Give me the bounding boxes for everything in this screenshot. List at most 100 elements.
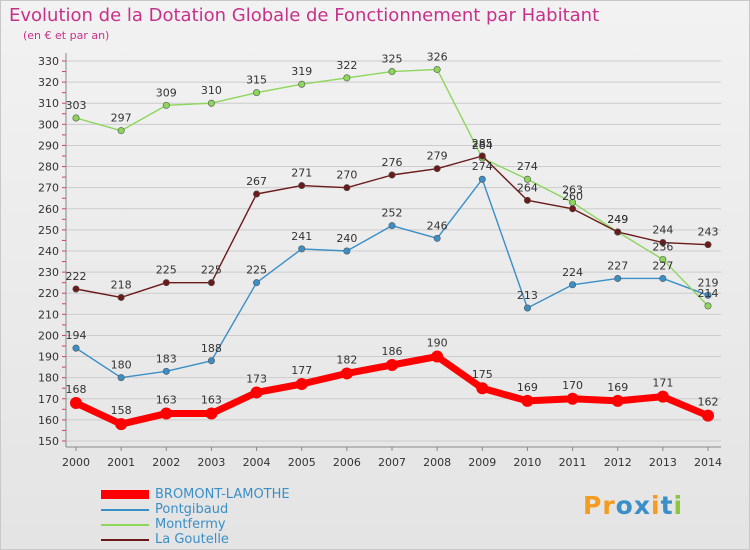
logo-letter: o — [615, 491, 634, 520]
point-montfermy-2005 — [298, 80, 306, 88]
y-tick-label: 280 — [38, 161, 59, 174]
y-tick-label: 330 — [38, 55, 59, 68]
point-la-goutelle-2014 — [704, 241, 712, 249]
point-pontgibaud-2002 — [162, 367, 170, 375]
legend-label-la-goutelle: La Goutelle — [155, 532, 229, 547]
point-la-goutelle-2012 — [614, 228, 622, 236]
data-label-montfermy-2007: 325 — [382, 53, 403, 66]
data-label-montfermy-2008: 326 — [427, 50, 448, 63]
legend-item-la-goutelle: La Goutelle — [101, 532, 290, 547]
point-pontgibaud-2013 — [659, 274, 667, 282]
point-montfermy-2008 — [433, 65, 441, 73]
point-pontgibaud-2004 — [253, 279, 261, 287]
point-pontgibaud-2012 — [614, 274, 622, 282]
y-tick-label: 190 — [38, 351, 59, 364]
point-bromont-lamothe-2006 — [340, 367, 353, 380]
point-la-goutelle-2002 — [162, 279, 170, 287]
data-label-la-goutelle-2003: 225 — [201, 264, 222, 277]
data-label-la-goutelle-2009: 285 — [472, 137, 493, 150]
data-label-montfermy-2003: 310 — [201, 84, 222, 97]
x-tick-label-2014: 2014 — [694, 456, 722, 469]
point-bromont-lamothe-2001 — [115, 418, 128, 431]
legend-label-montfermy: Montfermy — [155, 517, 226, 532]
point-pontgibaud-2000 — [72, 344, 80, 352]
point-bromont-lamothe-2003 — [205, 407, 218, 420]
data-label-montfermy-2014: 214 — [698, 287, 719, 300]
point-pontgibaud-2006 — [343, 247, 351, 255]
y-tick-label: 320 — [38, 76, 59, 89]
data-label-bromont-lamothe-2010: 169 — [517, 381, 538, 394]
point-montfermy-2013 — [659, 255, 667, 263]
x-tick-label-2002: 2002 — [152, 456, 180, 469]
data-label-bromont-lamothe-2008: 190 — [427, 337, 448, 350]
point-pontgibaud-2007 — [388, 222, 396, 230]
data-label-bromont-lamothe-2009: 175 — [472, 368, 493, 381]
logo-letter: P — [583, 491, 603, 520]
data-label-montfermy-2000: 303 — [66, 99, 87, 112]
y-tick-label: 260 — [38, 203, 59, 216]
data-label-layer: 194 180 183 188 225 241 240 252 246 274 213 224 227 2… — [66, 50, 719, 417]
legend-item-pontgibaud: Pontgibaud — [101, 502, 290, 517]
y-tick-label: 200 — [38, 329, 59, 342]
data-label-bromont-lamothe-2007: 186 — [382, 345, 403, 358]
y-tick-label: 170 — [38, 393, 59, 406]
point-bromont-lamothe-2012 — [611, 394, 624, 407]
data-label-la-goutelle-2014: 243 — [698, 226, 719, 239]
point-la-goutelle-2000 — [72, 285, 80, 293]
point-montfermy-2000 — [72, 114, 80, 122]
data-label-pontgibaud-2008: 246 — [427, 219, 448, 232]
x-tick-label-2003: 2003 — [197, 456, 225, 469]
point-bromont-lamothe-2004 — [250, 386, 263, 399]
point-bromont-lamothe-2014 — [702, 409, 714, 422]
y-tick-label: 290 — [38, 139, 59, 152]
point-bromont-lamothe-2007 — [386, 359, 398, 371]
point-bromont-lamothe-2009 — [476, 382, 489, 395]
point-montfermy-2006 — [343, 74, 351, 82]
point-montfermy-2007 — [388, 68, 396, 76]
legend-label-bromont-lamothe: BROMONT-LAMOTHE — [155, 487, 290, 502]
point-bromont-lamothe-2002 — [160, 407, 173, 420]
y-tick-label: 150 — [38, 435, 59, 448]
data-label-pontgibaud-2006: 240 — [336, 232, 357, 245]
data-label-pontgibaud-2005: 241 — [291, 230, 312, 243]
data-label-bromont-lamothe-2011: 170 — [562, 379, 583, 392]
point-la-goutelle-2007 — [388, 171, 396, 179]
point-montfermy-2001 — [117, 127, 125, 135]
point-la-goutelle-2009 — [478, 152, 486, 160]
point-bromont-lamothe-2005 — [295, 378, 308, 390]
point-pontgibaud-2005 — [298, 245, 306, 253]
logo-letter: i — [651, 491, 661, 520]
data-label-bromont-lamothe-2013: 171 — [652, 377, 673, 390]
y-tick-label: 270 — [38, 182, 59, 195]
data-label-bromont-lamothe-2001: 158 — [111, 404, 132, 417]
x-tick-label-2001: 2001 — [107, 456, 135, 469]
point-bromont-lamothe-2010 — [521, 394, 534, 407]
data-label-la-goutelle-2007: 276 — [382, 156, 403, 169]
point-montfermy-2003 — [207, 99, 215, 107]
data-label-pontgibaud-2007: 252 — [382, 207, 403, 220]
point-bromont-lamothe-2011 — [566, 392, 579, 405]
y-tick-label: 300 — [38, 118, 59, 131]
point-bromont-lamothe-2013 — [656, 390, 669, 403]
data-label-bromont-lamothe-2000: 168 — [66, 383, 87, 396]
chart-title: Evolution de la Dotation Globale de Fonc… — [9, 5, 600, 26]
point-pontgibaud-2003 — [207, 357, 215, 365]
y-tick-label: 310 — [38, 97, 59, 110]
data-label-pontgibaud-2004: 225 — [246, 264, 267, 277]
y-tick-label: 220 — [38, 287, 59, 300]
data-label-montfermy-2013: 236 — [652, 240, 673, 253]
legend-item-bromont-lamothe: BROMONT-LAMOTHE — [101, 487, 290, 502]
point-montfermy-2004 — [253, 89, 261, 97]
data-label-la-goutelle-2001: 218 — [111, 278, 132, 291]
data-label-bromont-lamothe-2014: 162 — [698, 396, 719, 409]
data-label-la-goutelle-2008: 279 — [427, 150, 448, 163]
data-label-bromont-lamothe-2005: 177 — [291, 364, 312, 377]
data-label-pontgibaud-2003: 188 — [201, 342, 222, 355]
logo-letter: x — [633, 491, 651, 520]
data-label-bromont-lamothe-2012: 169 — [607, 381, 628, 394]
data-label-pontgibaud-2001: 180 — [111, 359, 132, 372]
x-tick-label-2011: 2011 — [559, 456, 587, 469]
data-label-pontgibaud-2010: 213 — [517, 289, 538, 302]
point-pontgibaud-2014 — [704, 291, 712, 299]
series-layer — [70, 65, 714, 431]
